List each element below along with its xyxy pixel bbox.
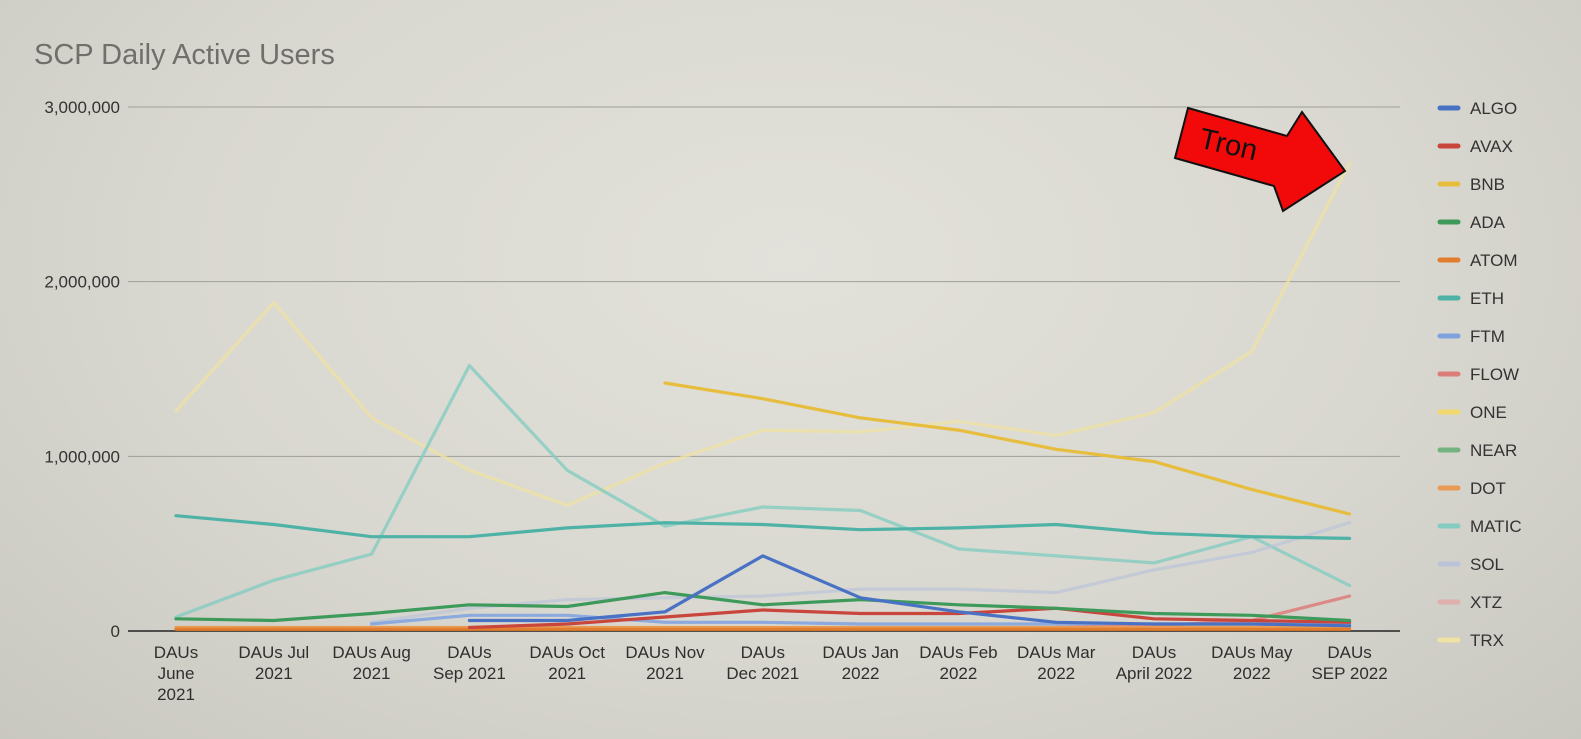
legend-label-dot: DOT <box>1470 479 1506 498</box>
legend-label-avax: AVAX <box>1470 137 1513 156</box>
y-tick-label: 2,000,000 <box>44 273 120 292</box>
series-line-avax <box>467 606 1352 630</box>
x-tick-label: DAUs June 2021 <box>154 643 198 704</box>
series-line-matic <box>174 363 1352 619</box>
x-tick-label: DAUs April 2022 <box>1116 643 1193 683</box>
x-axis-ticks: DAUs June 2021 DAUs Jul 2021 DAUs Aug 2021 DAUs… <box>154 643 1388 704</box>
legend-label-algo: ALGO <box>1470 99 1517 118</box>
y-tick-label: 1,000,000 <box>44 447 120 466</box>
y-tick-label: 3,000,000 <box>44 98 120 117</box>
series-line-sol <box>370 521 1352 624</box>
x-tick-label: DAUs Jul 2021 <box>238 643 309 683</box>
legend-label-eth: ETH <box>1470 289 1504 308</box>
legend-label-ftm: FTM <box>1470 327 1505 346</box>
legend-label-xtz: XTZ <box>1470 593 1502 612</box>
series-line-bnb <box>663 381 1352 516</box>
x-tick-label: DAUs Oct 2021 <box>529 643 605 683</box>
x-tick-label: DAUs Nov 2021 <box>625 643 705 683</box>
series-line-ada <box>174 591 1352 623</box>
legend-label-atom: ATOM <box>1470 251 1518 270</box>
series-line-trx <box>174 161 1352 507</box>
legend-label-flow: FLOW <box>1470 365 1519 384</box>
x-tick-label: DAUs SEP 2022 <box>1311 643 1387 683</box>
legend-label-one: ONE <box>1470 403 1507 422</box>
x-tick-label: DAUs Sep 2021 <box>433 643 506 683</box>
legend-label-near: NEAR <box>1470 441 1517 460</box>
legend-label-trx: TRX <box>1470 631 1504 650</box>
legend: ALGO AVAX BNB ADA ATOM ETH FTM FLOW ONE NEAR DOT MA… <box>1437 99 1522 650</box>
series-line-eth <box>174 514 1352 540</box>
series-line-algo <box>467 554 1352 628</box>
x-tick-label: DAUs Feb 2022 <box>919 643 997 683</box>
y-axis-ticks: 0 1,000,000 2,000,000 3,000,000 <box>44 98 120 641</box>
x-tick-label: DAUs Dec 2021 <box>726 643 799 683</box>
legend-label-sol: SOL <box>1470 555 1504 574</box>
legend-label-ada: ADA <box>1470 213 1506 232</box>
legend-label-bnb: BNB <box>1470 175 1505 194</box>
x-tick-label: DAUs Jan 2022 <box>822 643 899 683</box>
chart-title: SCP Daily Active Users <box>34 39 335 71</box>
series-lines <box>174 161 1352 631</box>
tron-annotation: Tron <box>1173 106 1347 213</box>
x-tick-label: DAUs Mar 2022 <box>1017 643 1096 683</box>
y-tick-label: 0 <box>111 622 120 641</box>
red-arrow-icon <box>1173 106 1347 213</box>
x-tick-label: DAUs Aug 2021 <box>332 643 410 683</box>
legend-label-matic: MATIC <box>1470 517 1522 536</box>
x-tick-label: DAUs May 2022 <box>1211 643 1293 683</box>
